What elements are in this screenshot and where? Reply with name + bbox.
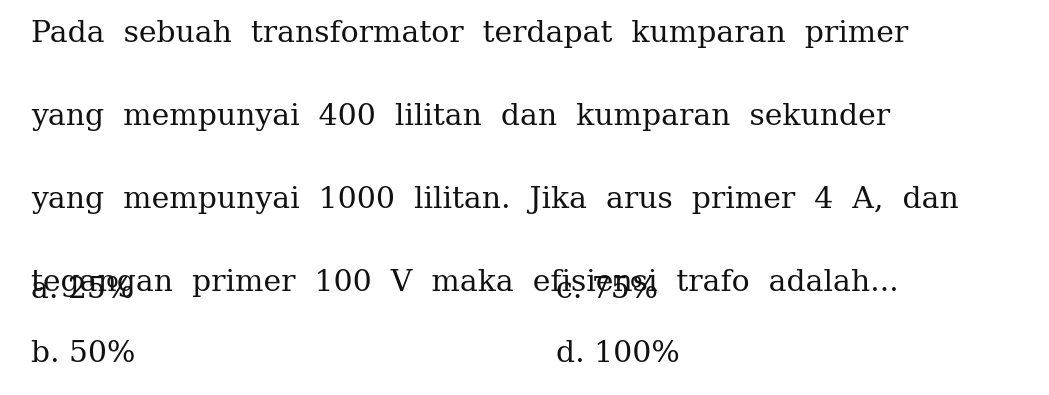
Text: d. 100%: d. 100% <box>556 340 680 368</box>
Text: a. 25%: a. 25% <box>31 276 134 305</box>
Text: yang  mempunyai  1000  lilitan.  Jika  arus  primer  4  A,  dan: yang mempunyai 1000 lilitan. Jika arus p… <box>31 186 959 214</box>
Text: c. 75%: c. 75% <box>556 276 658 305</box>
Text: Pada  sebuah  transformator  terdapat  kumparan  primer: Pada sebuah transformator terdapat kumpa… <box>31 20 908 48</box>
Text: yang  mempunyai  400  lilitan  dan  kumparan  sekunder: yang mempunyai 400 lilitan dan kumparan … <box>31 103 891 131</box>
Text: tegangan  primer  100  V  maka  efisiensi  trafo  adalah...: tegangan primer 100 V maka efisiensi tra… <box>31 269 899 297</box>
Text: b. 50%: b. 50% <box>31 340 135 368</box>
